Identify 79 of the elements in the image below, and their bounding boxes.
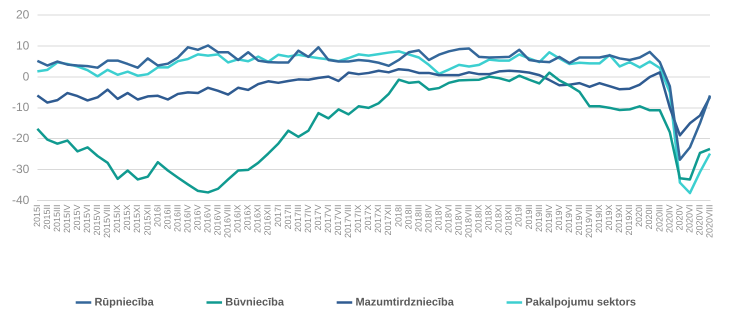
x-tick-label: 2017IV — [302, 204, 313, 234]
y-tick-label: -30 — [12, 162, 30, 176]
y-tick-label: -40 — [12, 192, 30, 207]
x-tick-label: 2019VIII — [584, 204, 594, 238]
x-tick-label: 2017I — [272, 204, 283, 228]
legend-label: Rūpniecība — [94, 296, 155, 309]
x-tick-label: 2017VII — [333, 204, 344, 236]
x-tick-label: 2020I — [634, 204, 644, 228]
x-tick-label: 2019VI — [564, 204, 574, 234]
y-tick-label: 20 — [16, 8, 30, 22]
x-tick-label: 2018VII — [453, 204, 464, 236]
x-tick-label: 2015V — [72, 204, 82, 231]
x-tick-label: 2020V — [674, 204, 684, 231]
x-tick-label: 2015XI — [132, 204, 142, 234]
x-tick-label: 2020VII — [694, 204, 704, 236]
x-tick-label: 2017III — [292, 204, 303, 232]
x-tick-label: 2015II — [42, 204, 52, 230]
x-tick-label: 2018XI — [494, 204, 504, 234]
x-tick-label: 2020IV — [664, 204, 674, 234]
x-tick-label: 2016III — [172, 204, 182, 232]
y-tick-label: -20 — [12, 131, 30, 146]
x-tick-label: 2016VIII — [222, 204, 233, 238]
x-tick-label: 2018IV — [423, 204, 434, 234]
x-tick-label: 2018IX — [474, 204, 484, 234]
x-tick-label: 2015X — [122, 204, 132, 231]
x-tick-label: 2019V — [554, 204, 564, 231]
x-tick-label: 2017VIII — [343, 204, 354, 238]
x-tick-label: 2016XII — [262, 204, 273, 236]
x-tick-label: 2019X — [604, 204, 614, 231]
x-tick-label: 2020VI — [684, 204, 694, 234]
x-tick-label: 2016X — [242, 204, 253, 231]
x-tick-label: 2018III — [413, 204, 424, 232]
x-tick-label: 2017II — [282, 204, 293, 230]
x-tick-label: 2019II — [524, 204, 534, 230]
x-tick-label: 2020III — [654, 204, 664, 232]
y-tick-label: 0 — [22, 69, 30, 84]
x-tick-label: 2016IV — [182, 204, 192, 234]
x-tick-label: 2018X — [484, 204, 494, 231]
x-tick-label: 2017VI — [322, 204, 333, 234]
x-tick-label: 2019III — [534, 204, 544, 232]
x-tick-label: 2019XI — [614, 204, 624, 234]
x-tick-label: 2016IX — [232, 204, 243, 234]
x-tick-label: 2016V — [192, 204, 202, 231]
x-tick-label: 2016II — [162, 204, 172, 230]
x-tick-label: 2015XII — [142, 204, 152, 236]
x-tick-label: 2020II — [644, 204, 654, 230]
x-tick-label: 2015IX — [112, 204, 122, 234]
x-tick-label: 2018I — [393, 204, 404, 228]
x-tick-label: 2019VII — [574, 204, 584, 236]
x-tick-label: 2018VI — [443, 204, 454, 234]
x-tick-label: 2016XI — [252, 204, 263, 234]
x-tick-label: 2017IX — [353, 204, 364, 234]
x-tick-label: 2015IV — [62, 204, 72, 234]
x-tick-label: 2015VIII — [102, 204, 112, 238]
x-tick-label: 2019IV — [544, 204, 554, 234]
x-tick-label: 2019IX — [594, 204, 604, 234]
x-tick-label: 2018II — [403, 204, 414, 230]
x-tick-label: 2019XII — [624, 204, 634, 236]
x-tick-label: 2017X — [363, 204, 374, 231]
x-tick-label: 2016VI — [202, 204, 212, 234]
x-tick-label: 2017V — [312, 204, 323, 231]
x-tick-label: 2017XII — [383, 204, 394, 236]
x-tick-label: 2015VI — [82, 204, 92, 234]
x-tick-label: 2018VIII — [464, 204, 474, 238]
x-tick-label: 2019I — [514, 204, 524, 228]
legend-label: Mazumtirdzniecība — [355, 296, 455, 309]
y-tick-label: -10 — [12, 100, 30, 114]
x-tick-label: 2018V — [433, 204, 444, 231]
x-tick-label: 2015I — [32, 204, 42, 228]
legend-label: Pakalpojumu sektors — [525, 296, 636, 309]
x-tick-label: 2018XII — [504, 204, 514, 236]
x-tick-label: 2016VII — [212, 204, 223, 236]
x-tick-label: 2016I — [152, 204, 162, 228]
x-tick-label: 2020VIII — [704, 204, 714, 238]
legend-label: Būvniecība — [225, 296, 285, 309]
y-tick-label: 10 — [16, 38, 30, 52]
x-tick-label: 2015III — [52, 204, 62, 232]
x-tick-label: 2017XI — [373, 204, 384, 234]
x-tick-label: 2015VII — [92, 204, 102, 236]
